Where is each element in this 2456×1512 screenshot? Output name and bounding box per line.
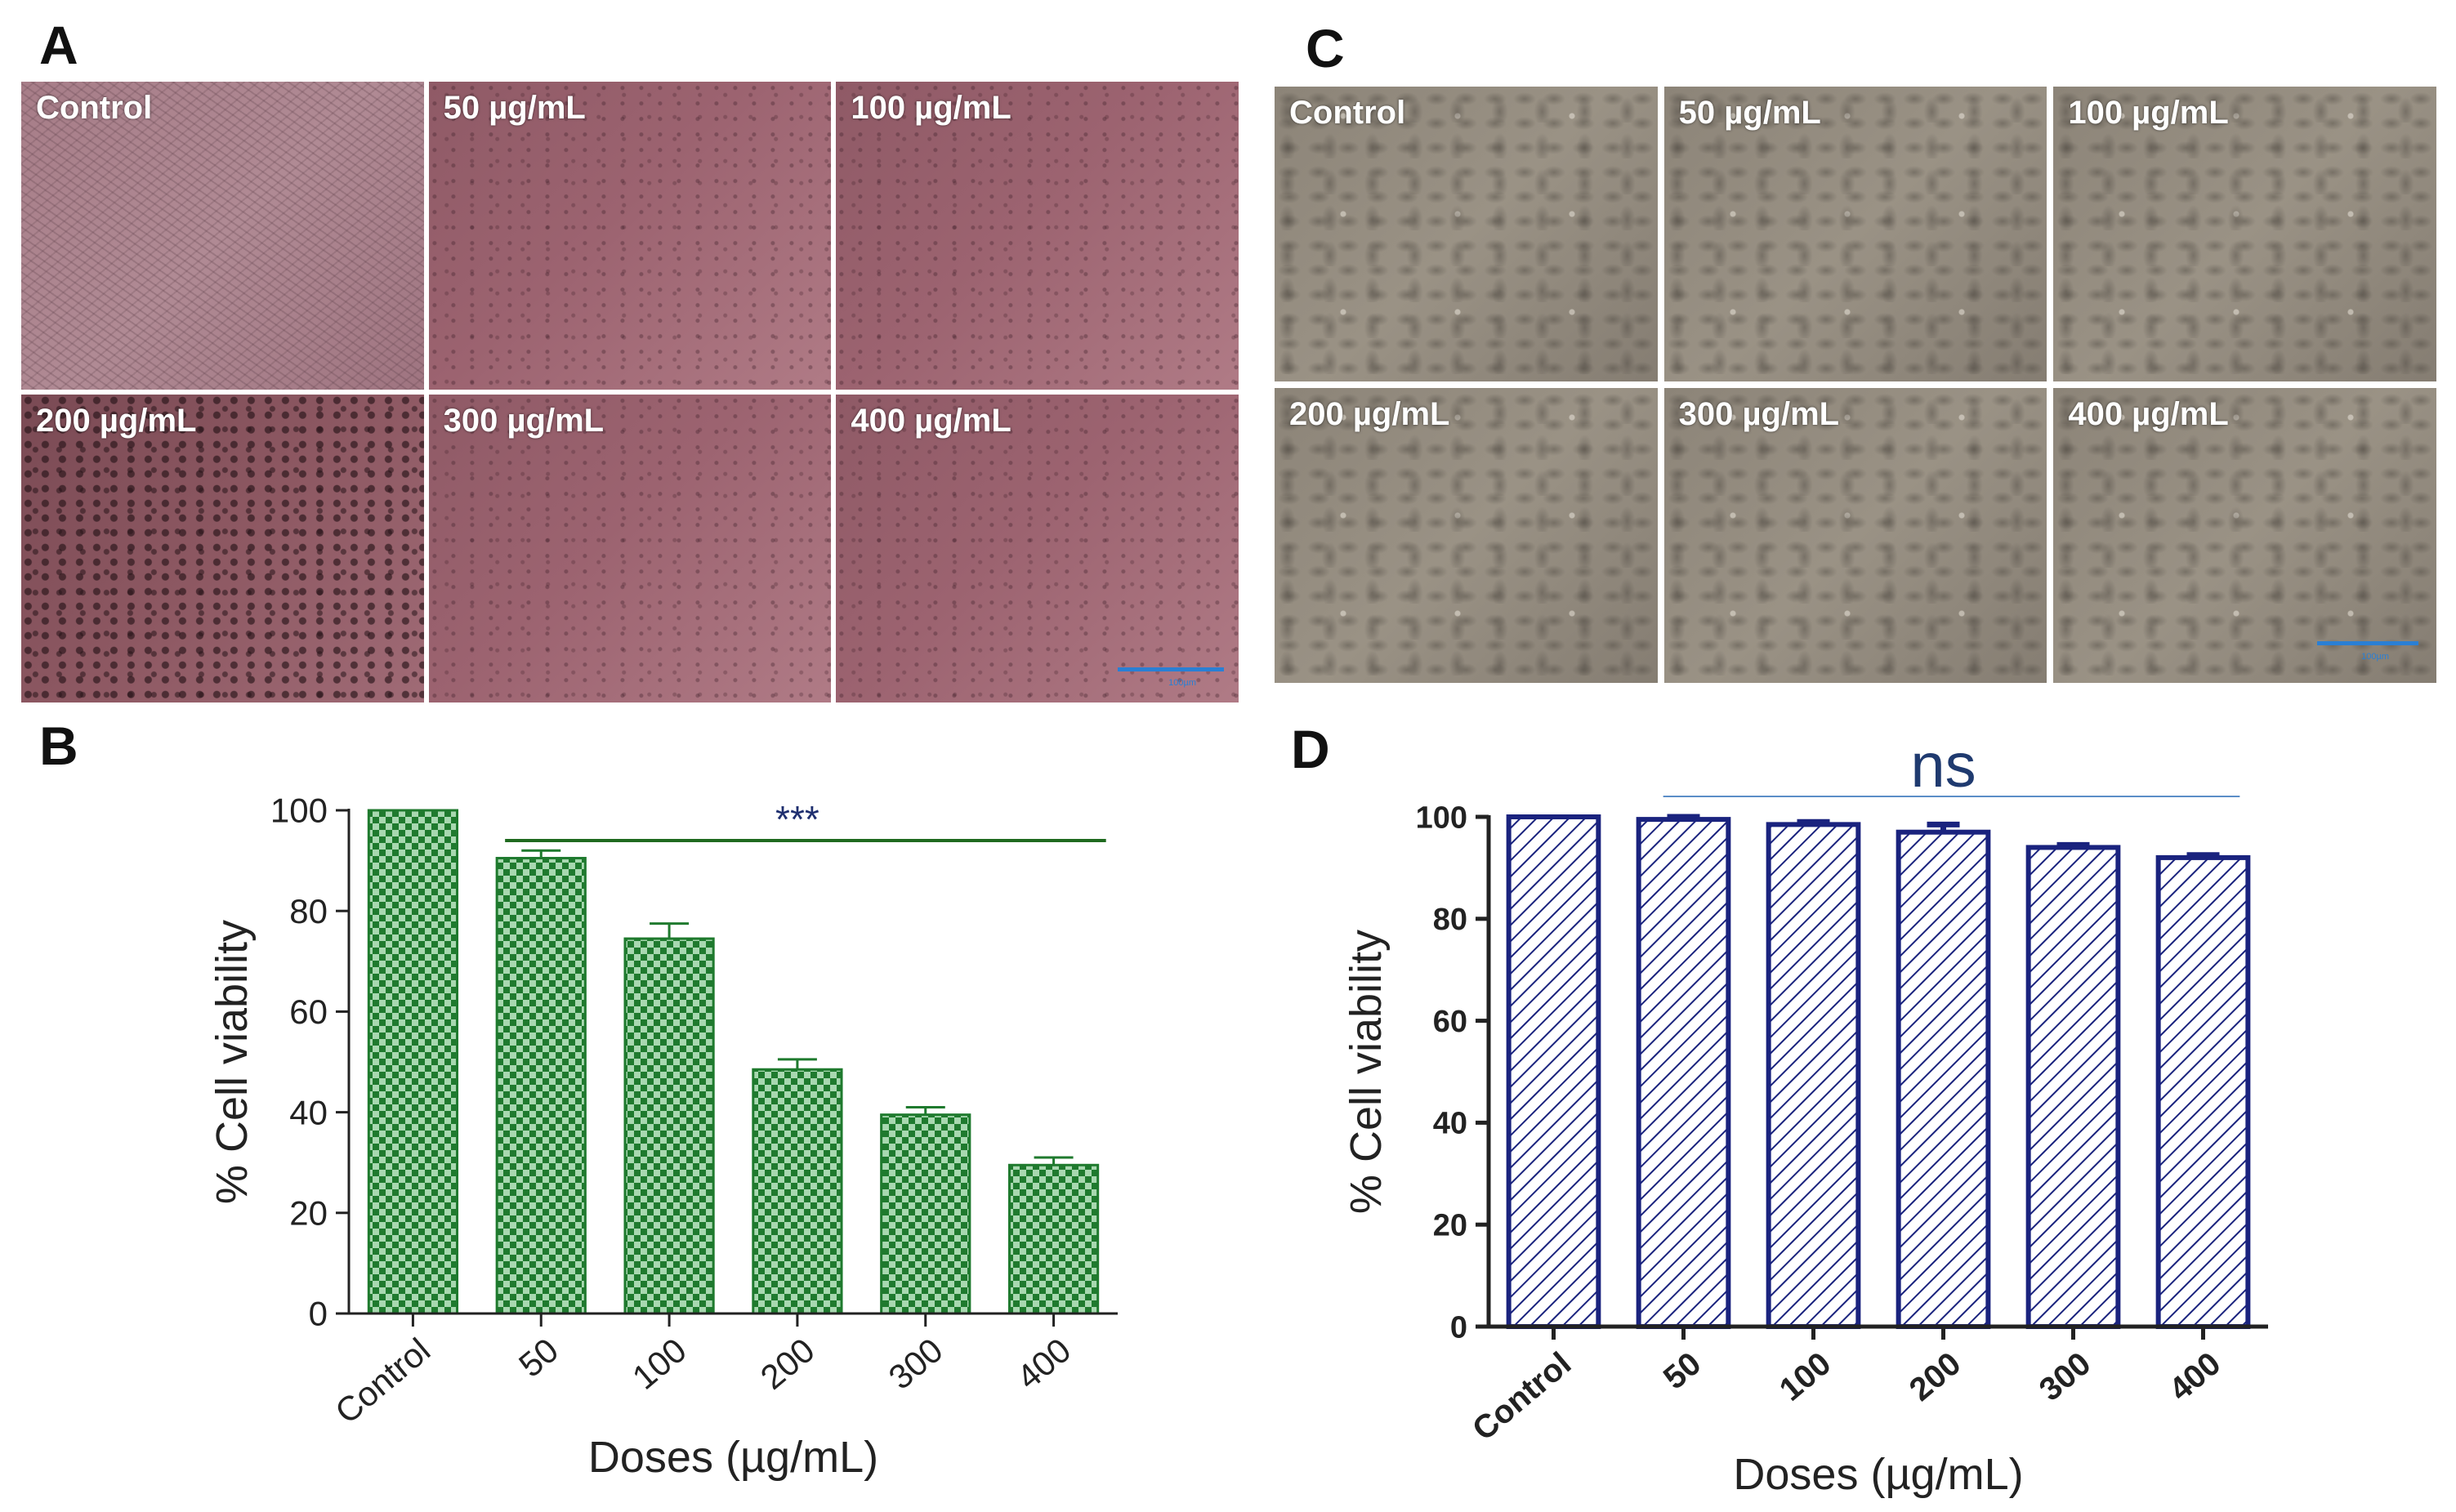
micrograph-label: 200 µg/mL — [1289, 396, 1450, 432]
significance-label: ns — [1910, 731, 1976, 801]
micrograph-a-1: 50 µg/mL — [428, 82, 832, 390]
x-tick-label: 200 — [1903, 1345, 1967, 1408]
x-tick-label: 50 — [1657, 1345, 1708, 1396]
bar-300 — [880, 1113, 971, 1315]
micrograph-label: 50 µg/mL — [1678, 95, 1821, 131]
bar-50 — [495, 857, 587, 1315]
x-axis-title: Doses (µg/mL) — [588, 1433, 878, 1482]
bar-200 — [1896, 829, 1991, 1330]
x-axis-title: Doses (µg/mL) — [1733, 1450, 2023, 1499]
bar-400 — [2155, 854, 2251, 1330]
scale-bar-label: 100µm — [2361, 652, 2389, 662]
micrograph-label: 100 µg/mL — [851, 90, 1011, 126]
micrograph-a-3: 200 µg/mL — [21, 395, 424, 702]
x-tick-label: 300 — [882, 1331, 950, 1397]
scale-bar — [1117, 667, 1224, 671]
micrograph-c-4: 300 µg/mL — [1663, 388, 2047, 683]
micrograph-label: 300 µg/mL — [1678, 396, 1840, 432]
x-tick-label: 200 — [753, 1331, 822, 1397]
panel-letter-d: D — [1291, 719, 1330, 779]
micrograph-grid-a: Control 50 µg/mL 100 µg/mL 200 µg/mL 300… — [21, 82, 1239, 702]
micrograph-grid-c: Control 50 µg/mL 100 µg/mL 200 µg/mL 300… — [1275, 87, 2436, 683]
micrograph-label: Control — [36, 90, 153, 126]
micrograph-c-1: 50 µg/mL — [1663, 87, 2047, 381]
x-tick-label: 300 — [2033, 1345, 2097, 1408]
micrograph-label: Control — [1289, 95, 1406, 131]
micrograph-label: 200 µg/mL — [36, 403, 197, 439]
bar-control — [367, 809, 459, 1315]
micrograph-c-2: 100 µg/mL — [2053, 87, 2436, 381]
y-tick-label: 80 — [289, 892, 328, 930]
y-tick-label: 40 — [1433, 1107, 1467, 1141]
micrograph-a-4: 300 µg/mL — [428, 395, 832, 702]
chart-d: 0 20 40 60 80 100 Control 50 100 200 300 400 Doses (… — [1342, 731, 2268, 1499]
y-tick-label: 0 — [1450, 1310, 1467, 1345]
x-tick-label: 400 — [2163, 1345, 2227, 1408]
bar-200 — [752, 1068, 843, 1315]
y-tick-label: 20 — [1433, 1209, 1467, 1243]
panel-letter-a: A — [39, 15, 78, 75]
y-tick-label: 0 — [309, 1295, 328, 1333]
y-axis-title: % Cell viability — [1342, 930, 1391, 1214]
x-tick-label: Control — [1466, 1345, 1578, 1447]
micrograph-label: 50 µg/mL — [443, 90, 586, 126]
micrograph-a-2: 100 µg/mL — [836, 82, 1239, 390]
y-tick-label: 80 — [1433, 903, 1467, 937]
scale-bar-label: 100µm — [1168, 678, 1196, 688]
micrograph-label: 300 µg/mL — [443, 403, 605, 439]
micrograph-label: 100 µg/mL — [2068, 95, 2229, 131]
y-tick-label: 40 — [289, 1093, 328, 1131]
micrograph-c-5: 400 µg/mL 100µm — [2053, 388, 2436, 683]
x-tick-label: Control — [328, 1331, 437, 1431]
micrograph-a-0: Control — [21, 82, 424, 390]
x-tick-label: 50 — [511, 1331, 565, 1385]
y-tick-label: 60 — [289, 992, 328, 1031]
y-tick-label: 20 — [289, 1194, 328, 1233]
y-axis-title: % Cell viability — [208, 920, 257, 1204]
bar-100 — [623, 937, 715, 1315]
y-tick-label: 100 — [270, 792, 328, 830]
significance-label: *** — [775, 798, 819, 841]
micrograph-c-0: Control — [1275, 87, 1658, 381]
bar-300 — [2025, 845, 2121, 1329]
bar-50 — [1636, 817, 1731, 1330]
y-tick-label: 100 — [1416, 801, 1467, 835]
x-tick-label: 100 — [625, 1331, 694, 1397]
x-tick-label: 400 — [1009, 1331, 1078, 1397]
panel-letter-c: C — [1306, 18, 1345, 78]
micrograph-label: 400 µg/mL — [851, 403, 1011, 439]
micrograph-label: 400 µg/mL — [2068, 396, 2229, 432]
x-tick-label: 100 — [1773, 1345, 1838, 1408]
panel-letter-b: B — [39, 716, 78, 776]
micrograph-c-3: 200 µg/mL — [1275, 388, 1658, 683]
scale-bar — [2316, 641, 2418, 645]
chart-b: 0 20 40 60 80 100 Control 50 100 200 300 400 Doses (… — [208, 792, 1118, 1482]
micrograph-a-5: 400 µg/mL 100µm — [836, 395, 1239, 702]
bar-400 — [1007, 1163, 1100, 1315]
y-tick-label: 60 — [1433, 1005, 1467, 1039]
bar-100 — [1766, 822, 1861, 1330]
bar-control — [1506, 814, 1601, 1329]
